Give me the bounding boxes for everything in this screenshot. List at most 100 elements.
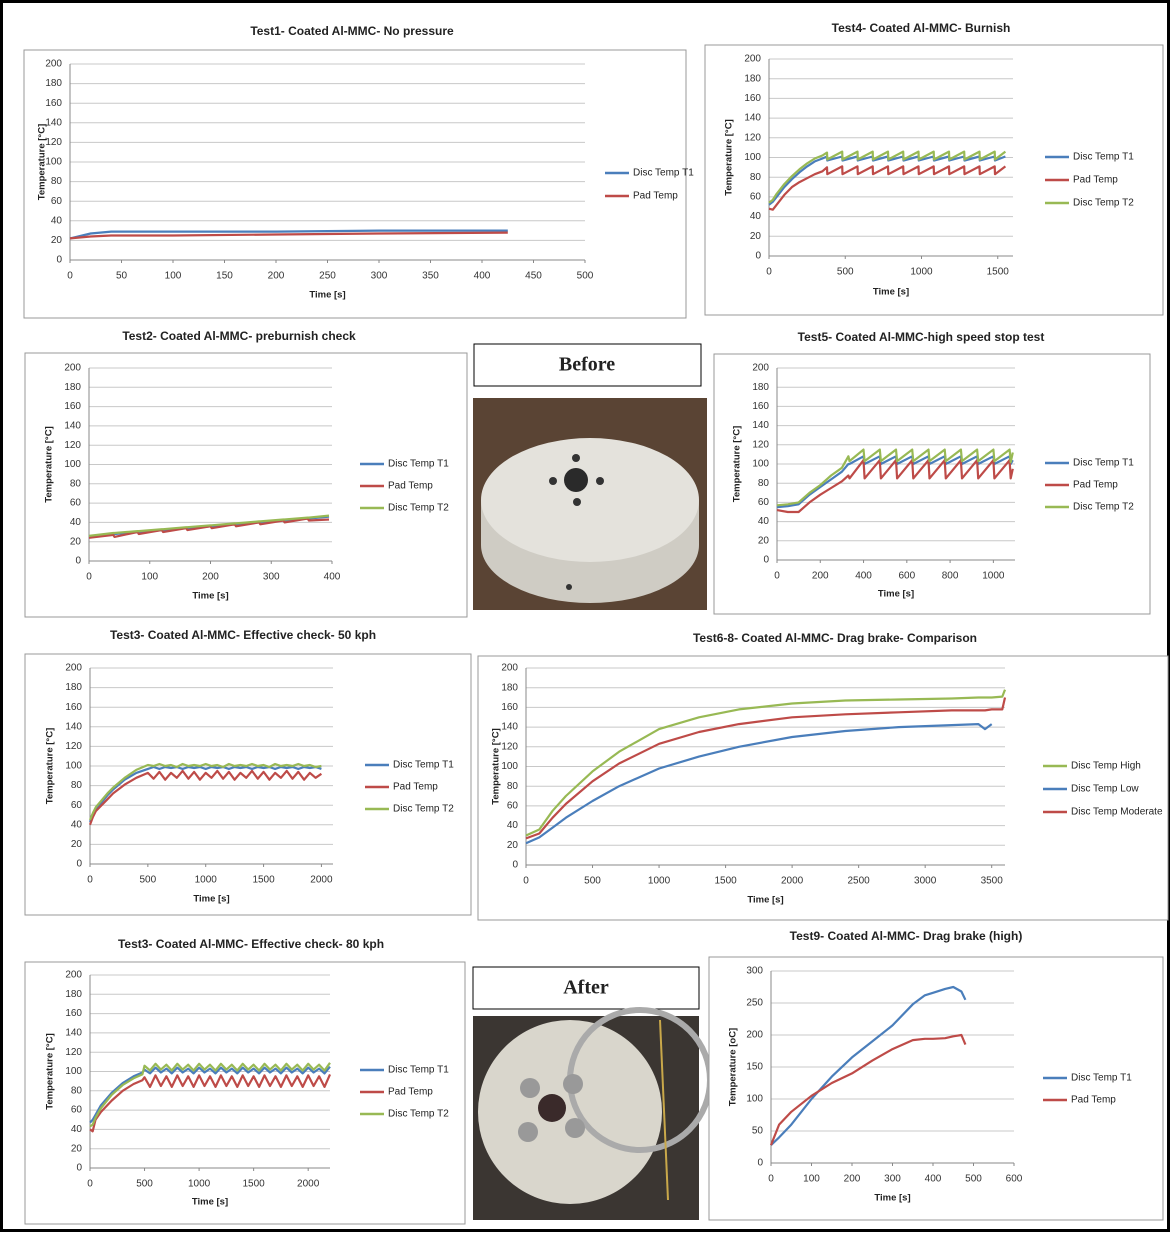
y-tick-label: 200 <box>746 1030 763 1041</box>
y-tick-label: 0 <box>76 859 82 870</box>
x-tick-label: 1000 <box>910 267 933 278</box>
x-tick-label: 500 <box>140 875 157 886</box>
chart-title: Test3- Coated Al-MMC- Effective check- 5… <box>110 628 376 642</box>
x-tick-label: 800 <box>942 571 959 582</box>
y-axis-label: Temperature [°C] <box>724 119 735 195</box>
x-tick-label: 0 <box>774 571 780 582</box>
legend-label: Disc Temp T1 <box>388 1065 449 1076</box>
legend-label: Disc Temp T1 <box>388 459 449 470</box>
chart-frame <box>24 961 466 1225</box>
photo-label: Before <box>559 354 615 376</box>
y-axis-label: Temperature [°C] <box>491 728 502 804</box>
x-tick-label: 3000 <box>914 876 937 887</box>
y-tick-label: 100 <box>65 1066 82 1077</box>
y-tick-label: 50 <box>752 1126 764 1137</box>
y-tick-label: 80 <box>71 1085 83 1096</box>
y-tick-label: 0 <box>512 860 518 871</box>
legend-label: Disc Temp T1 <box>633 168 694 179</box>
y-tick-label: 40 <box>71 1124 83 1135</box>
x-tick-label: 0 <box>766 267 772 278</box>
y-tick-label: 140 <box>501 722 518 733</box>
legend-label: Pad Temp <box>388 481 433 492</box>
y-tick-label: 80 <box>71 780 83 791</box>
chart-frame <box>23 49 687 319</box>
x-tick-label: 250 <box>319 271 336 282</box>
x-tick-label: 0 <box>768 1174 774 1185</box>
x-tick-label: 500 <box>577 271 594 282</box>
photo-label: After <box>563 977 609 999</box>
chart-title: Test9- Coated Al-MMC- Drag brake (high) <box>790 929 1023 943</box>
x-tick-label: 200 <box>268 271 285 282</box>
legend-label: Pad Temp <box>1073 480 1118 491</box>
y-tick-label: 20 <box>750 231 762 242</box>
y-tick-label: 180 <box>752 382 769 393</box>
x-tick-label: 2500 <box>848 876 871 887</box>
y-axis-label: Temperature [°C] <box>37 124 48 200</box>
y-tick-label: 140 <box>64 421 81 432</box>
y-tick-label: 120 <box>65 1047 82 1058</box>
data-line <box>768 165 1007 211</box>
y-tick-label: 60 <box>507 801 519 812</box>
y-tick-label: 20 <box>507 840 519 851</box>
y-tick-label: 40 <box>71 819 83 830</box>
y-tick-label: 80 <box>507 781 519 792</box>
y-tick-label: 60 <box>758 497 770 508</box>
x-tick-label: 600 <box>1006 1174 1023 1185</box>
y-axis-label: Temperature [°C] <box>45 728 56 804</box>
y-tick-label: 140 <box>744 113 761 124</box>
legend-label: Disc Temp Low <box>1071 784 1139 795</box>
data-line <box>525 689 1007 837</box>
x-tick-label: 300 <box>263 572 280 583</box>
y-tick-label: 160 <box>65 702 82 713</box>
x-tick-label: 1000 <box>195 875 218 886</box>
data-line <box>88 514 330 537</box>
x-tick-label: 500 <box>837 267 854 278</box>
chart-frame <box>24 352 468 618</box>
y-tick-label: 0 <box>763 555 769 566</box>
x-tick-label: 50 <box>116 271 128 282</box>
chart-frame <box>24 653 472 916</box>
x-tick-label: 1000 <box>982 571 1005 582</box>
y-tick-label: 160 <box>45 98 62 109</box>
x-tick-label: 400 <box>324 572 341 583</box>
y-tick-label: 40 <box>750 211 762 222</box>
y-tick-label: 140 <box>45 117 62 128</box>
y-tick-label: 200 <box>65 663 82 674</box>
y-tick-label: 200 <box>501 663 518 674</box>
y-tick-label: 80 <box>750 172 762 183</box>
label-box <box>473 343 702 387</box>
y-tick-label: 20 <box>758 535 770 546</box>
x-axis-label: Time [s] <box>192 1197 228 1208</box>
legend-label: Pad Temp <box>393 782 438 793</box>
y-tick-label: 40 <box>70 517 82 528</box>
legend-label: Pad Temp <box>1071 1095 1116 1106</box>
legend-label: Pad Temp <box>633 191 678 202</box>
data-line <box>89 1073 332 1133</box>
x-tick-label: 2000 <box>781 876 804 887</box>
x-tick-label: 450 <box>525 271 542 282</box>
y-tick-label: 20 <box>51 235 63 246</box>
chart-frame <box>704 44 1164 316</box>
x-tick-label: 100 <box>165 271 182 282</box>
x-tick-label: 3500 <box>981 876 1004 887</box>
x-axis-label: Time [s] <box>193 894 229 905</box>
x-tick-label: 2000 <box>310 875 333 886</box>
x-axis-label: Time [s] <box>747 895 783 906</box>
x-tick-label: 1000 <box>648 876 671 887</box>
y-axis-label: Temperature [oC] <box>728 1028 739 1106</box>
data-line <box>88 762 322 821</box>
legend-label: Disc Temp T1 <box>393 760 454 771</box>
data-line <box>770 985 967 1146</box>
y-tick-label: 0 <box>75 556 81 567</box>
legend-label: Disc Temp T1 <box>1071 1073 1132 1084</box>
y-tick-label: 300 <box>746 966 763 977</box>
legend-label: Disc Temp Moderate <box>1071 807 1163 818</box>
chart-title: Test5- Coated Al-MMC-high speed stop tes… <box>798 330 1045 344</box>
data-line <box>769 1033 967 1146</box>
y-tick-label: 80 <box>70 478 82 489</box>
y-tick-label: 120 <box>65 741 82 752</box>
y-tick-label: 40 <box>758 516 770 527</box>
chart-title: Test6-8- Coated Al-MMC- Drag brake- Comp… <box>693 631 977 645</box>
y-tick-label: 100 <box>65 761 82 772</box>
